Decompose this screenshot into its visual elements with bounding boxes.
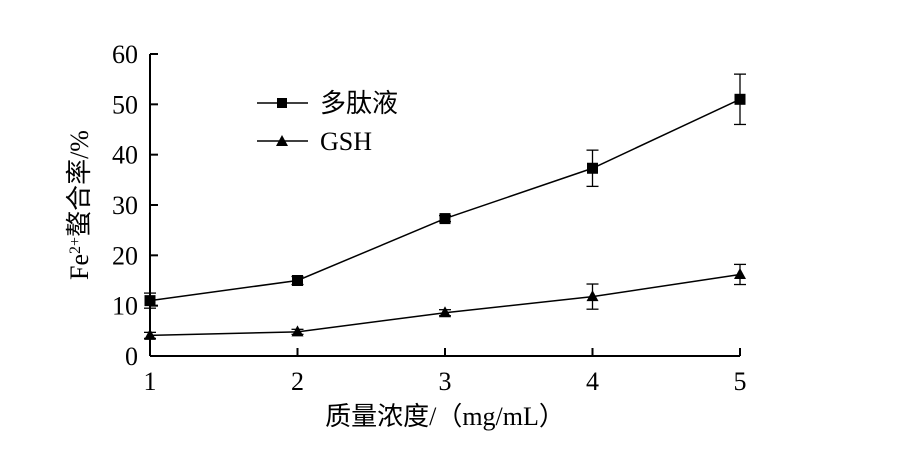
data-point-gsh: [586, 290, 599, 302]
x-tick-label: 3: [439, 367, 452, 396]
data-point-peptide: [734, 93, 746, 105]
data-point-gsh: [439, 306, 451, 318]
y-tick-label: 10: [112, 292, 138, 321]
x-tick-label: 2: [291, 367, 304, 396]
x-axis-title: 质量浓度/（mg/mL）: [325, 402, 565, 431]
y-tick-label: 20: [112, 241, 138, 270]
data-point-peptide: [587, 162, 598, 174]
ticks: 0 10 20 30 40 50 60 1 2 3 4 5: [112, 40, 747, 396]
y-axis-title-superscript: 2+: [67, 237, 84, 254]
data-point-gsh: [734, 267, 746, 279]
legend: 多肽液 GSH: [257, 89, 398, 156]
legend-label-peptide: 多肽液: [320, 89, 398, 118]
data-point-peptide: [292, 275, 303, 286]
legend-marker-square: [277, 98, 287, 108]
x-tick-label: 1: [144, 367, 157, 396]
y-tick-label: 60: [112, 40, 138, 69]
x-tick-label: 5: [734, 367, 747, 396]
y-axis-title-rest: 螯合率/%: [65, 130, 94, 237]
y-axis-title: Fe2+螯合率/%: [65, 130, 94, 280]
series-line-peptide: [149, 98, 741, 302]
data-point-peptide: [144, 295, 156, 307]
x-tick-label: 4: [586, 367, 599, 396]
y-tick-label: 40: [112, 141, 138, 170]
legend-marker-triangle: [276, 135, 288, 146]
series-layer: [144, 73, 746, 340]
legend-label-gsh: GSH: [320, 127, 372, 156]
series-line-gsh: [149, 273, 741, 337]
data-point-gsh: [144, 328, 156, 340]
y-tick-label: 50: [112, 90, 138, 119]
data-point-peptide: [439, 213, 451, 225]
y-tick-label: 30: [112, 191, 138, 220]
data-point-gsh: [291, 325, 304, 337]
y-axis-title-main: Fe: [65, 254, 94, 280]
y-tick-label: 0: [125, 342, 138, 371]
